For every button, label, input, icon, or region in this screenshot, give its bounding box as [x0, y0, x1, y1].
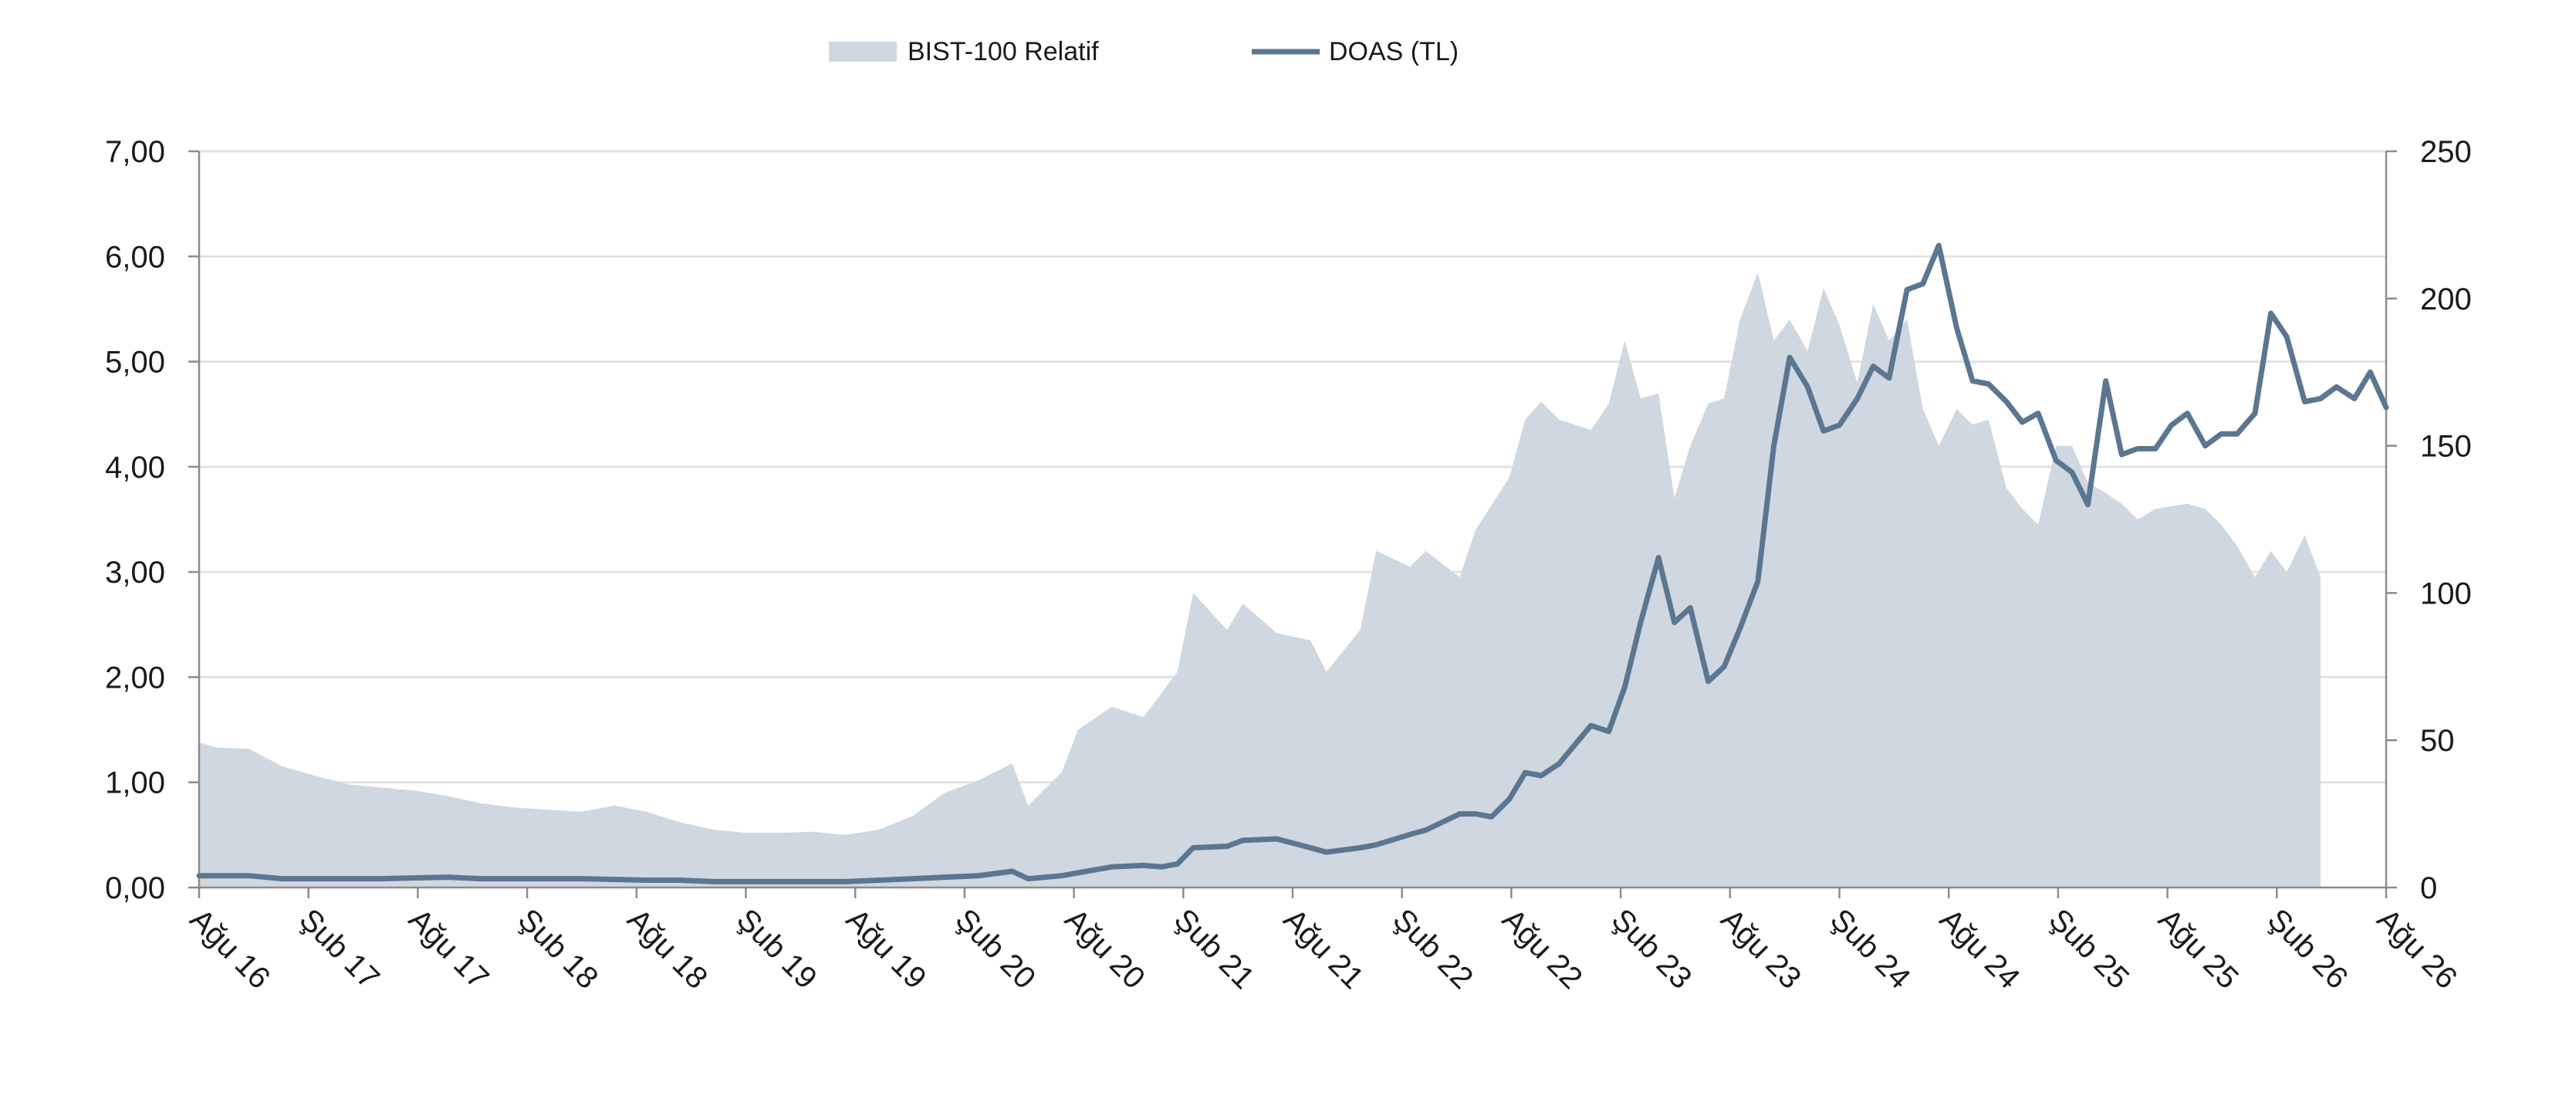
y-left-tick-label: 3,00	[105, 556, 165, 590]
y-left-tick-label: 7,00	[105, 135, 165, 169]
x-tick-label: Ağu 21	[1277, 902, 1371, 996]
x-tick-label: Ağu 22	[1496, 902, 1589, 996]
y-right-tick-label: 150	[2420, 430, 2472, 464]
y-left-tick-label: 2,00	[105, 661, 165, 695]
line-series-doas	[196, 242, 2389, 884]
y-left-tick-label: 4,00	[105, 451, 165, 485]
area-series-bist100	[199, 272, 2321, 888]
x-tick-label: Ağu 24	[1933, 902, 2027, 996]
y-left-tick-label: 0,00	[105, 871, 165, 905]
x-tick-label: Ağu 19	[840, 902, 933, 996]
x-tick-label: Şub 23	[1605, 902, 1699, 996]
legend-label-line: DOAS (TL)	[1329, 37, 1459, 66]
x-tick-label: Şub 18	[512, 902, 605, 996]
x-tick-label: Şub 26	[2261, 902, 2355, 996]
x-tick-label: Ağu 17	[402, 902, 495, 996]
x-tick-label: Ağu 25	[2152, 902, 2245, 996]
x-tick-label: Ağu 23	[1714, 902, 1807, 996]
y-left-tick-label: 5,00	[105, 346, 165, 380]
x-tick-label: Şub 22	[1386, 902, 1479, 996]
legend: BIST-100 Relatif DOAS (TL)	[829, 37, 1459, 66]
y-right-tick-label: 100	[2420, 576, 2472, 610]
x-tick-label: Şub 17	[292, 902, 386, 996]
x-tick-label: Ağu 26	[2371, 902, 2464, 996]
legend-swatch-area	[829, 42, 897, 62]
grid-layer	[199, 150, 2386, 784]
x-tick-label: Şub 24	[1824, 902, 1917, 996]
x-tick-label: Ağu 20	[1058, 902, 1151, 996]
y-left-tick-label: 6,00	[105, 240, 165, 274]
y-right-tick-label: 0	[2420, 871, 2437, 905]
x-tick-label: Şub 20	[949, 902, 1043, 996]
legend-label-area: BIST-100 Relatif	[908, 37, 1099, 66]
x-tick-label: Ağu 18	[620, 902, 714, 996]
y-right-tick-label: 250	[2420, 135, 2472, 169]
y-right-tick-label: 50	[2420, 724, 2455, 758]
area-layer	[199, 272, 2321, 888]
x-tick-label: Şub 19	[730, 902, 823, 996]
y-right-tick-label: 200	[2420, 282, 2472, 316]
line-layer	[196, 242, 2389, 884]
x-tick-label: Şub 25	[2043, 902, 2136, 996]
x-tick-label: Şub 21	[1168, 902, 1261, 996]
y-left-tick-label: 1,00	[105, 766, 165, 800]
x-tick-label: Ağu 16	[184, 902, 277, 996]
